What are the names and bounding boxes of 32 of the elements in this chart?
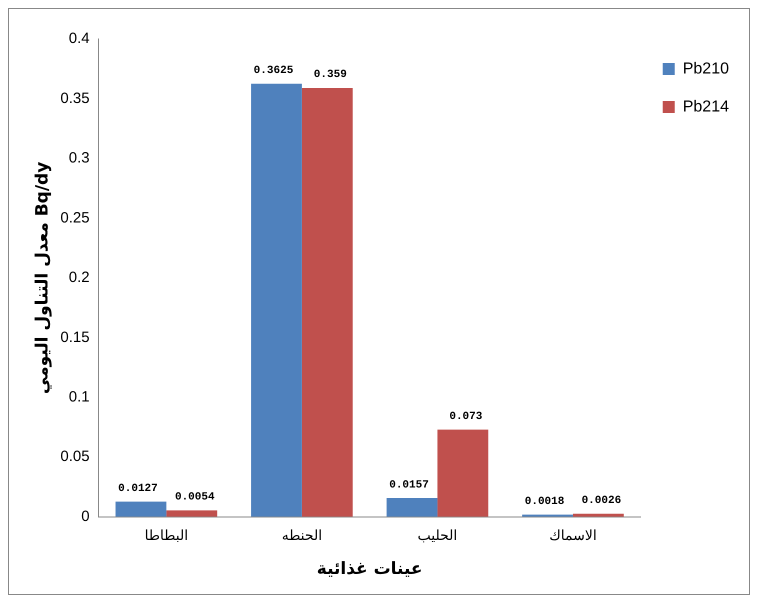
data-label: 0.0054 bbox=[174, 492, 215, 504]
y-tick-label: 0.25 bbox=[60, 209, 90, 226]
x-tick-label: الحليب bbox=[418, 528, 458, 544]
bar bbox=[572, 514, 624, 517]
data-label: 0.0018 bbox=[524, 496, 565, 508]
y-tick-label: 0.4 bbox=[68, 30, 90, 48]
x-tick-label: الاسماك bbox=[549, 528, 597, 544]
y-tick-label: 0.3 bbox=[68, 150, 90, 167]
data-label: 0.3625 bbox=[254, 65, 294, 78]
bar bbox=[166, 510, 218, 517]
data-label: 0.0157 bbox=[389, 479, 429, 492]
y-tick-label: 0.2 bbox=[68, 269, 90, 286]
data-label: 0.359 bbox=[314, 69, 347, 82]
y-tick-label: 0.1 bbox=[68, 388, 90, 406]
bar bbox=[437, 430, 488, 517]
x-tick-label: البطاطا bbox=[144, 528, 188, 544]
x-axis-title: عينات غذائية bbox=[316, 559, 423, 580]
x-tick-label: الحنطه bbox=[282, 528, 322, 544]
y-tick-label: 0.05 bbox=[60, 448, 90, 466]
y-tick-label: 0 bbox=[81, 508, 90, 525]
y-tick-label: 0.15 bbox=[60, 328, 90, 346]
legend-label: Pb210 bbox=[682, 60, 730, 78]
y-tick-label: 0.35 bbox=[60, 90, 90, 107]
data-label: 0.0127 bbox=[118, 482, 158, 495]
data-label: 0.0026 bbox=[582, 494, 622, 507]
bar bbox=[116, 502, 166, 517]
legend-label: Pb214 bbox=[682, 98, 730, 116]
bar bbox=[251, 84, 302, 517]
bar bbox=[302, 88, 353, 517]
bar bbox=[386, 498, 438, 517]
data-label: 0.073 bbox=[449, 410, 483, 423]
y-axis-title: معدل التناول اليومي Bq/dy bbox=[32, 162, 53, 394]
